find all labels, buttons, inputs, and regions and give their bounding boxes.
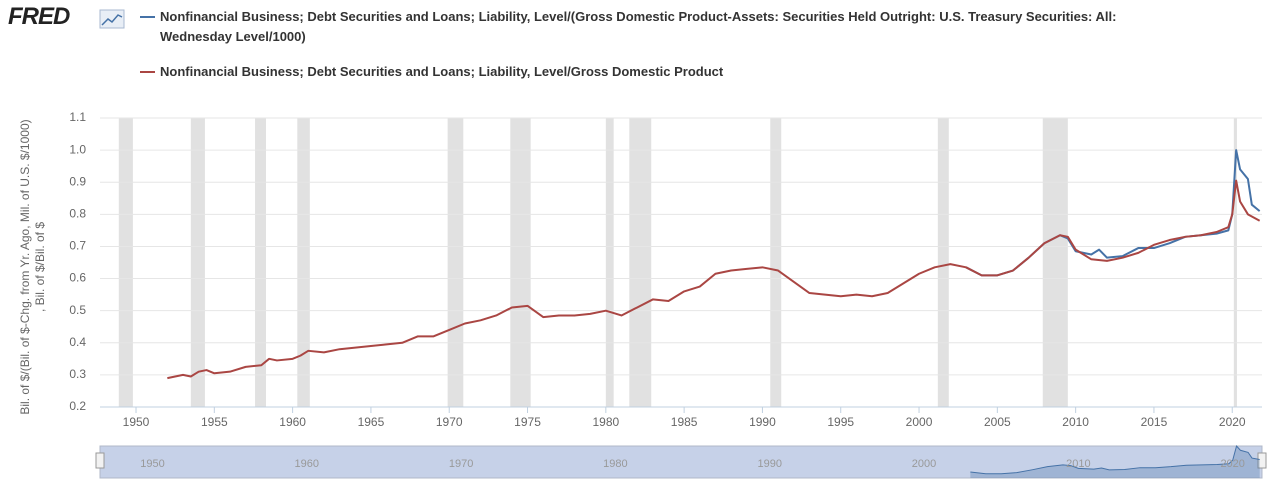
y-tick-label: 0.9 — [69, 174, 86, 188]
y-axis-label: Bil. of $/(Bil. of $-Chg. from Yr. Ago, … — [18, 119, 47, 415]
x-tick-label: 1960 — [279, 415, 306, 429]
recession-band — [770, 118, 782, 407]
y-tick-label: 0.7 — [69, 239, 86, 253]
y-tick-label: 0.5 — [69, 303, 86, 317]
y-tick-label: 0.3 — [69, 367, 86, 381]
data-line — [965, 149, 1261, 277]
x-tick-label: 1980 — [592, 415, 619, 429]
navigator-selection[interactable] — [99, 445, 1263, 479]
legend-entry[interactable]: Nonfinancial Business; Debt Securities a… — [160, 64, 724, 79]
legend-entry[interactable]: Nonfinancial Business; Debt Securities a… — [160, 9, 1117, 44]
y-tick-label: 0.6 — [69, 271, 86, 285]
navigator-tick-label: 1980 — [603, 458, 627, 470]
logo: FRED — [8, 3, 70, 30]
logo-icon — [99, 9, 125, 29]
x-tick-label: 1955 — [201, 415, 228, 429]
navigator-tick-label: 2020 — [1220, 458, 1244, 470]
navigator-tick-label: 1950 — [140, 458, 164, 470]
navigator-tick-label: 2000 — [912, 458, 936, 470]
navigator-tick-label: 1970 — [449, 458, 473, 470]
x-tick-label: 2000 — [906, 415, 933, 429]
recession-band — [190, 118, 205, 407]
recession-band — [297, 118, 310, 407]
recession-band — [605, 118, 614, 407]
recession-band — [255, 118, 266, 407]
x-tick-label: 1970 — [436, 415, 463, 429]
x-tick-label: 2015 — [1141, 415, 1168, 429]
x-tick-label: 1965 — [358, 415, 385, 429]
navigator-line — [970, 444, 1260, 475]
navigator-bg — [100, 446, 1262, 478]
recession-band — [118, 118, 133, 407]
navigator-handle[interactable] — [1257, 452, 1267, 469]
y-tick-label: 1.0 — [69, 142, 86, 156]
x-tick-label: 1950 — [123, 415, 150, 429]
navigator-tick-label: 1960 — [295, 458, 319, 470]
recession-band — [510, 118, 531, 407]
x-tick-label: 2005 — [984, 415, 1011, 429]
x-tick-label: 1975 — [514, 415, 541, 429]
recession-band — [629, 118, 652, 407]
recession-band — [447, 118, 464, 407]
recession-band — [1233, 118, 1237, 407]
x-tick-label: 1985 — [671, 415, 698, 429]
navigator-tick-label: 2010 — [1066, 458, 1090, 470]
recession-band — [937, 118, 949, 407]
navigator-handle[interactable] — [95, 452, 105, 469]
x-tick-label: 2020 — [1219, 415, 1246, 429]
navigator-tick-label: 1990 — [757, 458, 781, 470]
y-tick-label: 1.1 — [69, 110, 86, 124]
x-tick-label: 1995 — [827, 415, 854, 429]
navigator-area — [970, 446, 1260, 478]
recession-band — [1042, 118, 1068, 407]
y-tick-label: 0.8 — [69, 207, 86, 221]
data-line — [167, 179, 1261, 380]
x-tick-label: 1990 — [749, 415, 776, 429]
y-tick-label: 0.2 — [69, 399, 86, 413]
x-tick-label: 2010 — [1062, 415, 1089, 429]
y-tick-label: 0.4 — [69, 335, 86, 349]
